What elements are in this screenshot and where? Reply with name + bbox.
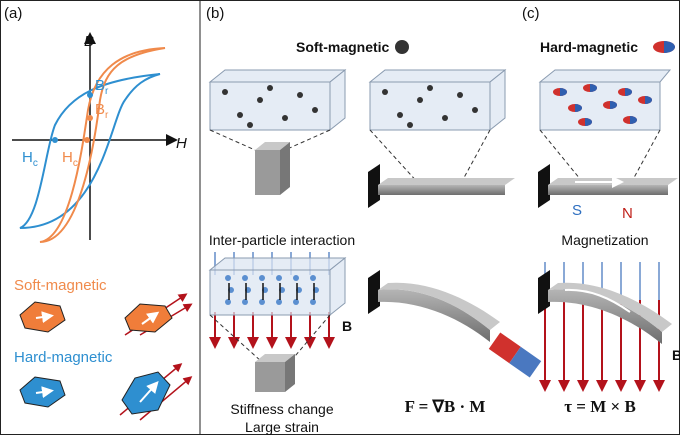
particle bbox=[276, 299, 282, 305]
annotation-main: B bbox=[95, 101, 105, 118]
panel-label: (c) bbox=[522, 5, 540, 22]
particle bbox=[312, 107, 318, 113]
particle bbox=[310, 275, 316, 281]
field-label: B bbox=[342, 318, 352, 334]
particle-boxes bbox=[210, 70, 670, 130]
panel-label: (a) bbox=[4, 5, 22, 22]
particle bbox=[242, 275, 248, 281]
magnetized-beam bbox=[538, 164, 678, 208]
point bbox=[87, 115, 93, 121]
pole-s: S bbox=[572, 202, 582, 219]
annotation-main: B bbox=[95, 77, 105, 94]
hard-grain-field bbox=[120, 365, 190, 420]
dipole-icon bbox=[653, 41, 675, 53]
point bbox=[52, 137, 58, 143]
bent-beam bbox=[368, 270, 500, 342]
panel-title: Hard-magnetic bbox=[540, 39, 638, 55]
panel-title: Soft-magnetic bbox=[296, 39, 390, 55]
soft-grain bbox=[20, 302, 65, 332]
magnetization-label: Magnetization bbox=[561, 232, 648, 248]
zoom-lines bbox=[540, 130, 660, 185]
axis-label: H bbox=[176, 135, 187, 152]
cube bbox=[255, 142, 290, 195]
particle bbox=[257, 97, 263, 103]
annotation-main: H bbox=[62, 149, 73, 166]
particle bbox=[259, 299, 265, 305]
annotation-sub: r bbox=[105, 86, 109, 97]
particle bbox=[259, 275, 265, 281]
particle bbox=[225, 299, 231, 305]
particle bbox=[457, 92, 463, 98]
figure: (a) B H Br Br Hc Hc Soft-magnetic Hard-m… bbox=[0, 0, 680, 435]
annotation-sub: c bbox=[33, 158, 38, 169]
cube bbox=[255, 354, 295, 392]
particle bbox=[225, 275, 231, 281]
particle bbox=[310, 299, 316, 305]
equation: τ = M × B bbox=[564, 397, 636, 416]
axis-label: B bbox=[84, 33, 94, 50]
particle bbox=[247, 122, 253, 128]
particle bbox=[293, 299, 299, 305]
particle-box-field bbox=[210, 258, 345, 315]
legend-hard: Hard-magnetic bbox=[14, 349, 113, 366]
particle bbox=[242, 299, 248, 305]
particle bbox=[282, 115, 288, 121]
zoom-lines bbox=[370, 130, 490, 185]
interaction-label: Inter-particle interaction bbox=[209, 232, 355, 248]
annotation-main: H bbox=[22, 149, 33, 166]
particle bbox=[267, 85, 273, 91]
point bbox=[84, 137, 90, 143]
panel-label: (b) bbox=[206, 5, 224, 22]
annotation: Hc bbox=[62, 149, 78, 169]
particle-icon bbox=[395, 40, 409, 54]
annotation-sub: c bbox=[73, 158, 78, 169]
point bbox=[87, 92, 93, 98]
straight-beam bbox=[368, 164, 515, 208]
particle bbox=[222, 89, 228, 95]
particle bbox=[297, 92, 303, 98]
hard-grain bbox=[20, 377, 65, 407]
legend-soft: Soft-magnetic bbox=[14, 277, 107, 294]
soft-grain-field bbox=[125, 295, 190, 335]
caption: Large strain bbox=[245, 419, 319, 435]
particle bbox=[293, 275, 299, 281]
particle bbox=[237, 112, 243, 118]
equation: F = ∇B · M bbox=[405, 397, 486, 416]
caption: Stiffness change bbox=[230, 401, 333, 417]
particle bbox=[427, 85, 433, 91]
annotation: Hc bbox=[22, 149, 38, 169]
magnet bbox=[489, 332, 541, 377]
pole-n: N bbox=[622, 205, 633, 222]
particle bbox=[276, 275, 282, 281]
particle bbox=[397, 112, 403, 118]
annotation-sub: r bbox=[105, 110, 109, 121]
particle bbox=[472, 107, 478, 113]
particle bbox=[382, 89, 388, 95]
particle bbox=[417, 97, 423, 103]
particle bbox=[442, 115, 448, 121]
bent-beam bbox=[538, 270, 672, 344]
particle bbox=[407, 122, 413, 128]
field-label: B bbox=[672, 347, 680, 363]
